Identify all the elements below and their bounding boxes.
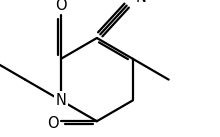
Text: N: N <box>56 93 66 108</box>
Text: O: O <box>55 0 67 13</box>
Text: N: N <box>136 0 147 5</box>
Text: O: O <box>47 116 59 131</box>
